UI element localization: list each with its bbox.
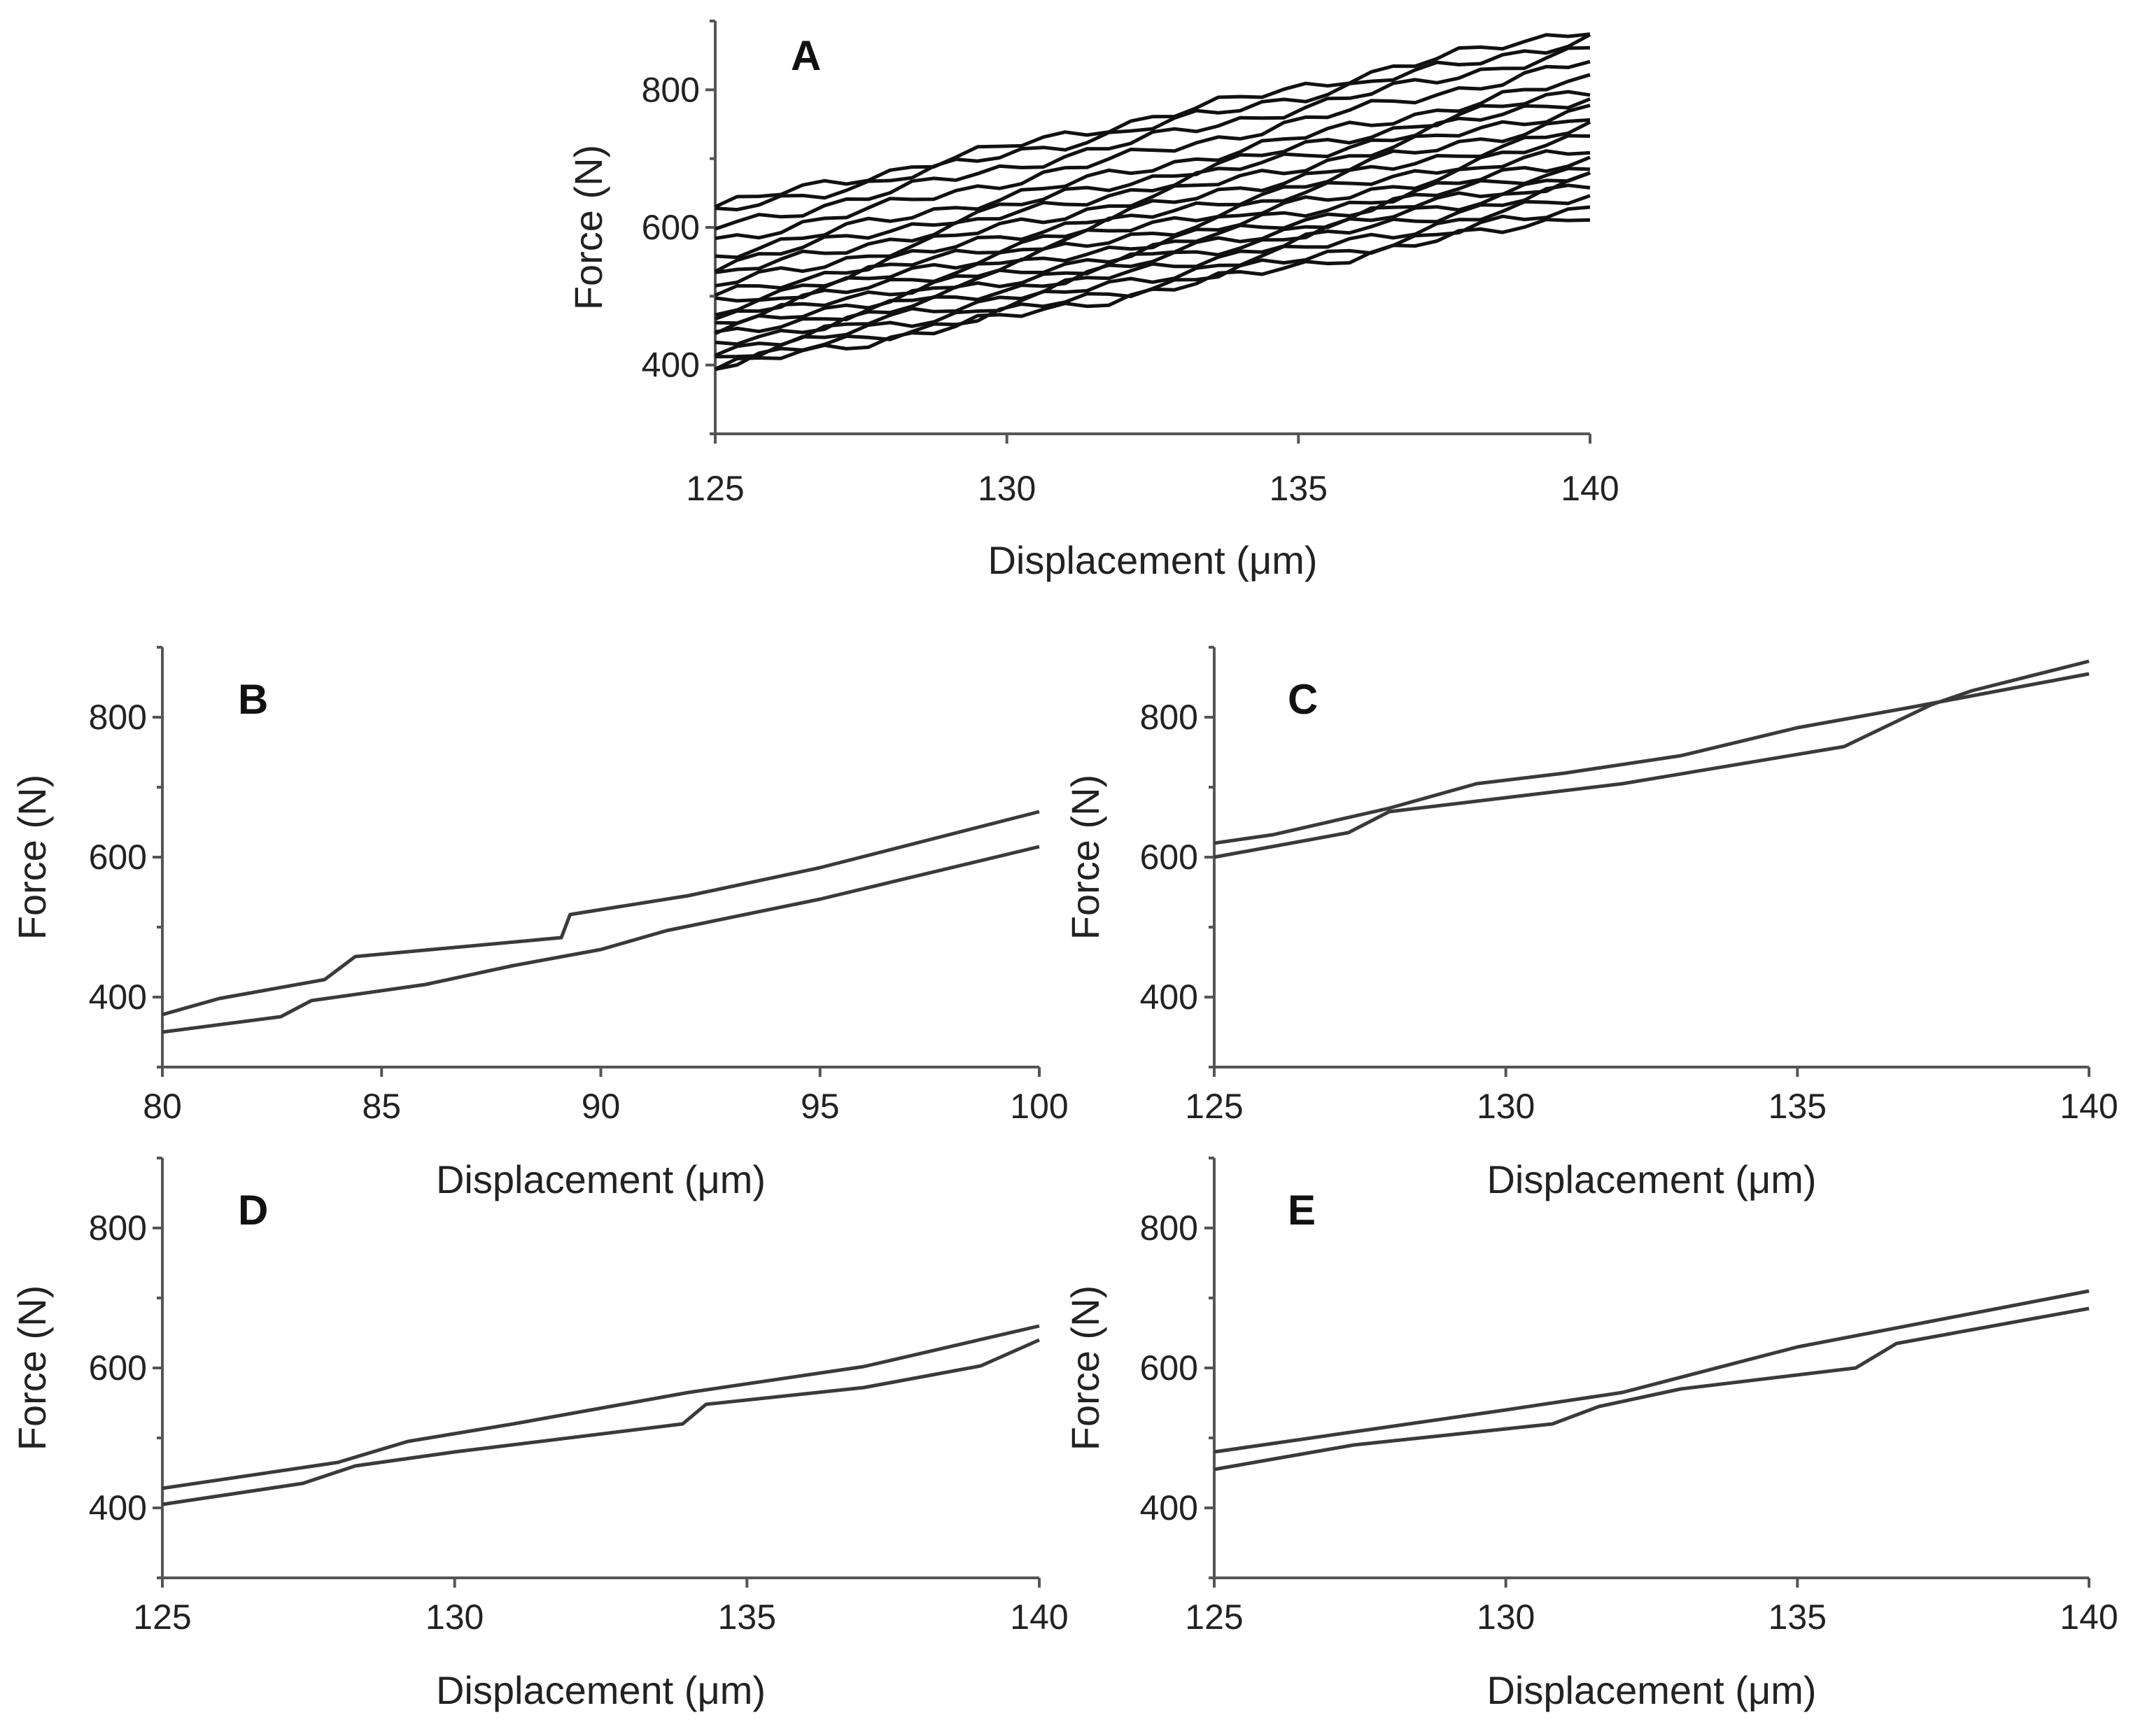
panel-e-y-tick-label: 800 bbox=[1140, 1208, 1198, 1248]
panel-e-x-tick-label: 125 bbox=[1185, 1597, 1243, 1637]
panel-a-x-tick-label: 125 bbox=[686, 469, 744, 508]
panel-e-x-axis-label: Displacement (μm) bbox=[1486, 1668, 1816, 1712]
panel-a-series-s4 bbox=[715, 59, 1591, 241]
panel-e-letter: E bbox=[1288, 1187, 1316, 1234]
panel-a-series-s3 bbox=[715, 45, 1591, 231]
panel-a-series-s14 bbox=[714, 167, 1591, 335]
panel-a-series-s9 bbox=[715, 118, 1591, 297]
panel-a-series-s2 bbox=[715, 33, 1591, 212]
panel-b-letter: B bbox=[238, 676, 268, 723]
panel-a-series-s5 bbox=[715, 73, 1591, 260]
panel-e-y-tick-label: 400 bbox=[1140, 1488, 1198, 1527]
panel-d-x-tick-label: 140 bbox=[1010, 1597, 1068, 1637]
panel-b-x-axis-label: Displacement (μm) bbox=[436, 1157, 766, 1201]
panel-b-x-tick-label: 90 bbox=[582, 1087, 621, 1126]
panel-e: 400 600 800 125 130 135 140 Displacement (μm) Fo… bbox=[1063, 1157, 2118, 1712]
panel-b-series-lower bbox=[162, 845, 1040, 1034]
panel-d-x-tick-label: 135 bbox=[718, 1597, 776, 1637]
panel-a-series-s10 bbox=[715, 120, 1591, 303]
panel-b-y-tick-label: 400 bbox=[89, 978, 147, 1017]
panel-c-x-tick-label: 135 bbox=[1768, 1087, 1827, 1126]
panel-d-x-tick-label: 125 bbox=[133, 1597, 191, 1637]
panel-e-x-tick-label: 140 bbox=[2060, 1597, 2118, 1637]
panel-a-x-tick-label: 130 bbox=[978, 469, 1036, 508]
panel-e-y-tick-label: 600 bbox=[1140, 1348, 1198, 1388]
panel-c-letter: C bbox=[1288, 676, 1318, 723]
panel-a-letter: A bbox=[791, 32, 821, 79]
panel-d-y-axis-label: Force (N) bbox=[10, 1285, 54, 1451]
panel-a-y-tick-label: 400 bbox=[642, 346, 700, 385]
panel-d: 400 600 800 125 130 135 140 Displacement (μm) Fo… bbox=[10, 1157, 1069, 1712]
panel-a-series-s16 bbox=[715, 171, 1591, 346]
panel-e-series-s1 bbox=[1214, 1289, 2090, 1454]
panel-a-y-tick-label: 600 bbox=[642, 208, 700, 247]
panel-d-letter: D bbox=[238, 1187, 268, 1234]
panel-c-y-tick-label: 800 bbox=[1140, 698, 1198, 737]
panel-e-x-tick-label: 130 bbox=[1477, 1597, 1535, 1637]
panel-a-y-axis-label: Force (N) bbox=[566, 145, 610, 310]
panel-b-series-upper bbox=[162, 810, 1040, 1017]
panel-c-x-tick-label: 130 bbox=[1477, 1087, 1535, 1126]
panel-a-series-s20 bbox=[714, 218, 1591, 371]
panel-c: 400 600 800 125 130 135 140 Displacement (μm) Fo… bbox=[1063, 646, 2118, 1201]
panel-d-y-tick-label: 800 bbox=[89, 1208, 147, 1248]
panel-c-x-axis-label: Displacement (μm) bbox=[1486, 1157, 1816, 1201]
panel-a-series-s7 bbox=[715, 97, 1591, 274]
panel-d-y-tick-label: 400 bbox=[89, 1488, 147, 1527]
panel-b-x-tick-label: 100 bbox=[1010, 1087, 1068, 1126]
panel-a: 400 600 800 125 130 135 140 Displacement (μm) Fo… bbox=[566, 20, 1619, 582]
panel-a-series-s13 bbox=[715, 155, 1591, 325]
panel-d-x-tick-label: 130 bbox=[426, 1597, 484, 1637]
panel-b: 400 600 800 80 85 90 95 100 Displacement (μm) For… bbox=[10, 646, 1069, 1201]
panel-c-y-tick-label: 600 bbox=[1140, 838, 1198, 877]
panel-c-y-axis-label: Force (N) bbox=[1063, 775, 1107, 940]
panel-b-x-tick-label: 85 bbox=[362, 1087, 401, 1126]
panel-c-series-s2 bbox=[1214, 659, 2090, 859]
panel-a-series-s11 bbox=[715, 134, 1591, 317]
panel-b-y-tick-label: 800 bbox=[89, 698, 147, 737]
panel-a-series-s12 bbox=[715, 149, 1591, 321]
panel-a-series-s17 bbox=[715, 183, 1591, 358]
panel-b-x-tick-label: 95 bbox=[801, 1087, 840, 1126]
panel-e-x-tick-label: 135 bbox=[1768, 1597, 1827, 1637]
panel-e-series-s2 bbox=[1214, 1306, 2090, 1472]
panel-d-x-axis-label: Displacement (μm) bbox=[436, 1668, 766, 1712]
panel-a-x-axis-label: Displacement (μm) bbox=[987, 538, 1317, 582]
panel-c-series-s1 bbox=[1214, 672, 2090, 845]
panel-a-series-s1 bbox=[714, 32, 1591, 209]
panel-a-x-tick-label: 140 bbox=[1561, 469, 1619, 508]
panel-c-x-tick-label: 140 bbox=[2060, 1087, 2118, 1126]
panel-a-series-s18 bbox=[715, 194, 1591, 359]
panel-c-x-tick-label: 125 bbox=[1185, 1087, 1243, 1126]
panel-b-y-axis-label: Force (N) bbox=[10, 775, 54, 940]
panel-a-x-tick-label: 135 bbox=[1270, 469, 1328, 508]
panel-d-series-s2 bbox=[162, 1338, 1041, 1506]
panel-d-y-tick-label: 600 bbox=[89, 1348, 147, 1388]
panel-b-x-tick-label: 80 bbox=[143, 1087, 182, 1126]
panel-a-series-s8 bbox=[715, 104, 1591, 288]
panel-e-y-axis-label: Force (N) bbox=[1063, 1285, 1107, 1451]
panel-d-series-s1 bbox=[162, 1324, 1040, 1490]
panel-a-y-tick-label: 800 bbox=[642, 70, 700, 109]
panel-c-y-tick-label: 400 bbox=[1140, 978, 1198, 1017]
panel-b-y-tick-label: 600 bbox=[89, 838, 147, 877]
